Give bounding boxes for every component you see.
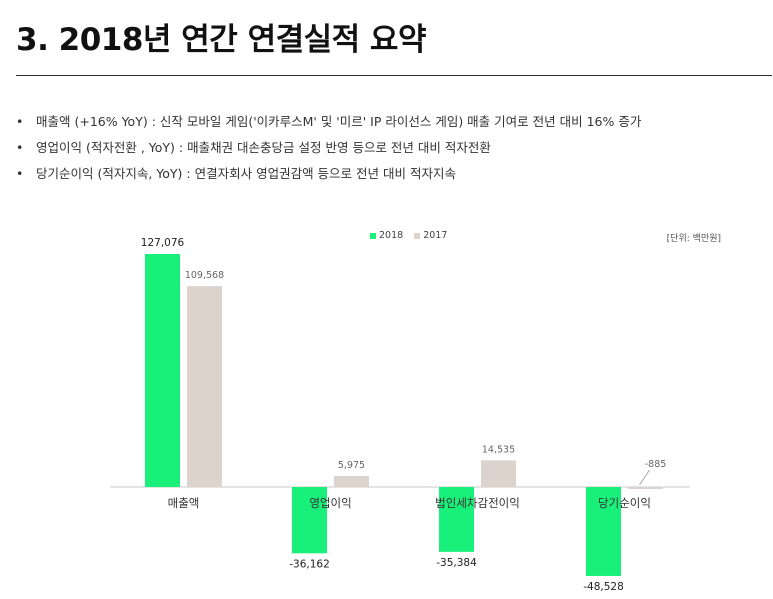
- bullet-revenue: 매출액 (+16% YoY) : 신작 모바일 게임('이카루스M' 및 '미르…: [16, 112, 641, 138]
- bar-net-income-2018: [586, 487, 621, 576]
- legend-label-2017: 2017: [423, 230, 448, 241]
- bullet-net-income: 당기순이익 (적자지속, YoY) : 연결자회사 영업권감액 등으로 전년 대…: [16, 164, 641, 190]
- title-divider: [16, 75, 772, 76]
- bullet-operating-income: 영업이익 (적자전환 , YoY) : 매출채권 대손충당금 설정 반영 등으로…: [16, 138, 641, 164]
- legend-swatch-2018: [370, 232, 376, 239]
- leader-line-net-income: [639, 469, 650, 486]
- bar-net-income-2017: [628, 487, 663, 489]
- data-label-net-income-2017: -885: [645, 459, 667, 470]
- data-label-operating-income-2017: 5,975: [338, 460, 365, 471]
- unit-label: [단위: 백만원]: [666, 234, 721, 244]
- page-title: 3. 2018년 연간 연결실적 요약: [16, 22, 426, 58]
- category-label-net-income: 당기순이익: [598, 496, 651, 510]
- data-label-pretax-income-2017: 14,535: [482, 444, 515, 455]
- data-label-operating-income-2018: -36,162: [289, 558, 330, 570]
- bar-operating-income-2017: [334, 476, 369, 487]
- bar-pretax-income-2018: [439, 487, 474, 552]
- summary-bullets: 매출액 (+16% YoY) : 신작 모바일 게임('이카루스M' 및 '미르…: [16, 112, 641, 190]
- data-label-revenue-2018: 127,076: [141, 237, 185, 249]
- bar-operating-income-2018: [292, 487, 327, 554]
- legend-item-2018: 2018: [370, 230, 403, 241]
- legend-swatch-2017: [414, 232, 421, 239]
- data-label-net-income-2018: -48,528: [583, 581, 624, 593]
- legend-label-2018: 2018: [379, 230, 404, 241]
- chart-legend: 2018 2017: [370, 230, 455, 242]
- bar-pretax-income-2017: [481, 460, 516, 487]
- bar-revenue-2018: [145, 254, 180, 487]
- category-label-revenue: 매출액: [168, 496, 200, 510]
- category-label-operating-income: 영업이익: [309, 496, 351, 510]
- legend-item-2017: 2017: [414, 230, 447, 241]
- bar-revenue-2017: [187, 286, 222, 487]
- data-label-revenue-2017: 109,568: [185, 270, 224, 281]
- data-label-pretax-income-2018: -35,384: [436, 557, 477, 569]
- category-label-pretax-income: 법인세차감전이익: [435, 496, 520, 510]
